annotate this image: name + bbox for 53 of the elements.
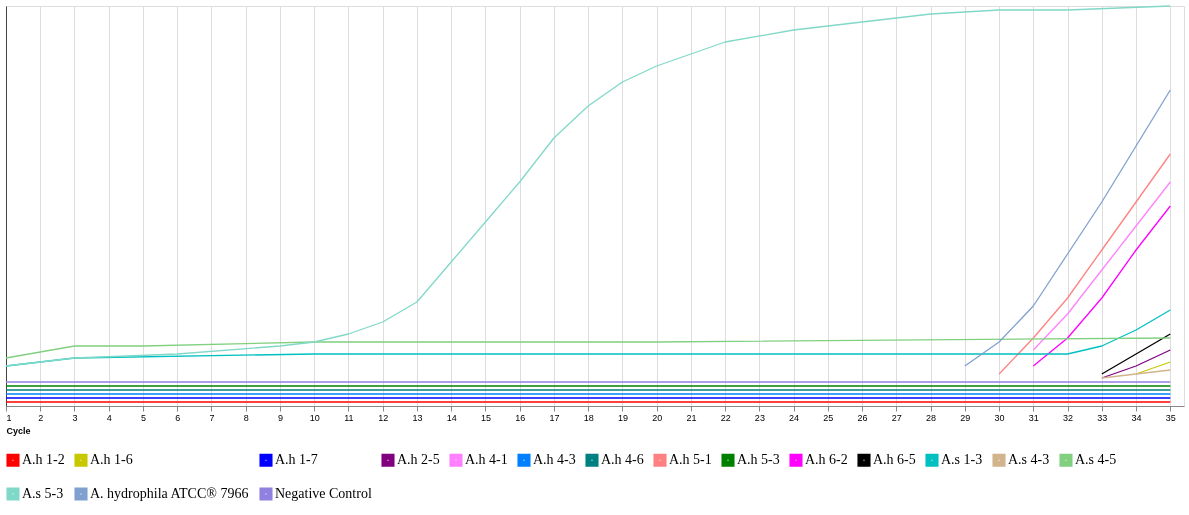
legend-label: A.h 1-7 xyxy=(275,452,318,468)
legend-label: A.s 1-3 xyxy=(941,452,983,468)
x-tick-label: 7 xyxy=(209,412,215,423)
legend-label: A.h 2-5 xyxy=(397,452,440,468)
x-tick-label: 5 xyxy=(140,412,146,423)
x-tick-label: 34 xyxy=(1131,412,1142,423)
legend-label: A.s 4-5 xyxy=(1075,452,1117,468)
legend-label: A.h 6-5 xyxy=(873,452,916,468)
x-tick-label: 29 xyxy=(960,412,971,423)
legend-label: A.h 4-1 xyxy=(465,452,508,468)
x-tick-label: 13 xyxy=(412,412,423,423)
x-tick-label: 20 xyxy=(652,412,663,423)
x-tick-label: 30 xyxy=(994,412,1005,423)
x-tick-label: 33 xyxy=(1097,412,1108,423)
x-tick-label: 10 xyxy=(309,412,320,423)
x-tick-label: 9 xyxy=(277,412,283,423)
x-tick-label: 3 xyxy=(72,412,78,423)
legend-label: A.s 4-3 xyxy=(1008,452,1050,468)
x-tick-label: 32 xyxy=(1063,412,1074,423)
legend-label: Negative Control xyxy=(275,486,372,501)
x-tick-label: 18 xyxy=(583,412,594,423)
legend-label: A.h 5-1 xyxy=(669,452,712,468)
x-tick-label: 21 xyxy=(686,412,697,423)
x-tick-label: 31 xyxy=(1028,412,1039,423)
legend-label: A.h 1-2 xyxy=(22,452,65,468)
x-tick-label: 17 xyxy=(549,412,560,423)
legend-label: A.h 6-2 xyxy=(805,452,848,468)
x-tick-label: 1 xyxy=(6,412,12,423)
x-tick-label: 14 xyxy=(446,412,457,423)
x-tick-label: 25 xyxy=(823,412,834,423)
x-tick-label: 16 xyxy=(515,412,526,423)
x-tick-label: 35 xyxy=(1165,412,1176,423)
legend-label: A.s 5-3 xyxy=(22,486,64,501)
x-tick-label: 4 xyxy=(106,412,112,423)
x-tick-label: 6 xyxy=(175,412,181,423)
x-tick-label: 28 xyxy=(926,412,937,423)
x-tick-label: 15 xyxy=(480,412,491,423)
legend-label: A.h 4-3 xyxy=(533,452,576,468)
legend-label: A.h 4-6 xyxy=(601,452,644,468)
x-tick-label: 27 xyxy=(891,412,902,423)
x-tick-label: 11 xyxy=(344,412,354,423)
x-tick-label: 26 xyxy=(857,412,868,423)
x-tick-label: 8 xyxy=(243,412,249,423)
legend-label: A.h 1-6 xyxy=(90,452,133,468)
legend-label: A. hydrophila ATCC® 7966 xyxy=(90,486,249,501)
x-axis-title: Cycle xyxy=(6,425,31,436)
x-tick-label: 23 xyxy=(754,412,765,423)
x-tick-label: 24 xyxy=(789,412,800,423)
x-tick-label: 19 xyxy=(617,412,628,423)
legend-label: A.h 5-3 xyxy=(737,452,780,468)
x-tick-label: 12 xyxy=(378,412,389,423)
x-tick-label: 2 xyxy=(38,412,44,423)
x-tick-label: 22 xyxy=(720,412,731,423)
